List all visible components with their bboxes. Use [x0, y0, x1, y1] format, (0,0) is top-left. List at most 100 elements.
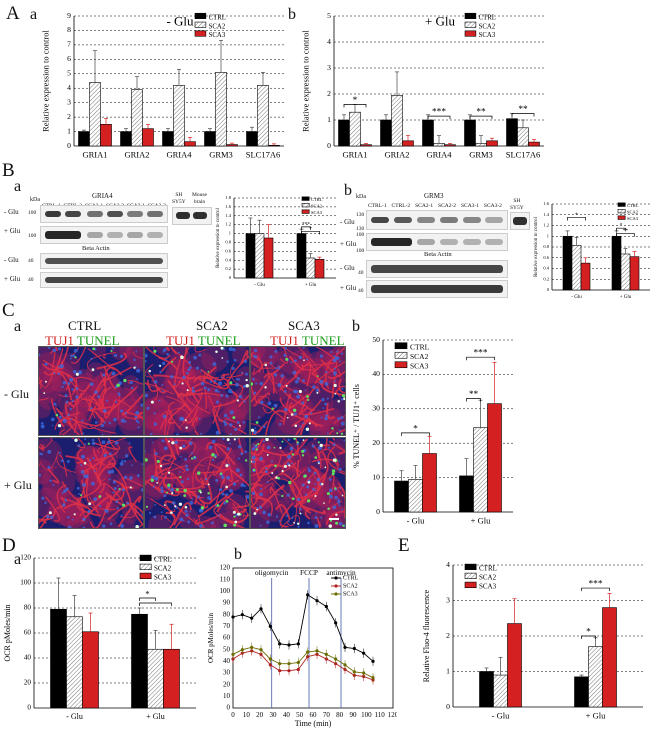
chart-title: + Glu [425, 14, 456, 29]
nucleus [47, 465, 51, 470]
significance-label: * [620, 223, 623, 229]
nucleus [225, 493, 229, 497]
nucleus [163, 446, 168, 451]
neurite [59, 428, 66, 435]
nucleus [67, 516, 70, 519]
data-point [259, 652, 263, 656]
nucleus [119, 354, 124, 358]
nucleus [328, 478, 332, 481]
nucleus [44, 362, 48, 366]
data-point [278, 662, 282, 666]
data-point [362, 671, 366, 675]
nucleus [109, 522, 113, 526]
legend-swatch [464, 30, 477, 37]
cell-cluster [326, 503, 342, 519]
neurite [254, 497, 273, 517]
nucleus [65, 400, 69, 404]
nucleus [211, 521, 214, 525]
neurite [288, 483, 312, 514]
neurite [168, 401, 182, 431]
legend-label: SCA2 [209, 23, 226, 30]
legend-label: SCA3 [479, 32, 496, 39]
nucleus [113, 487, 117, 491]
nucleus [211, 458, 215, 462]
neurite [317, 448, 340, 466]
neurite [312, 473, 327, 501]
data-point [343, 645, 347, 649]
significance-label: ** [469, 390, 479, 400]
tunel-positive-cell [274, 464, 277, 468]
nucleus [286, 514, 289, 517]
nucleus [113, 353, 118, 358]
cell-cluster [145, 420, 166, 435]
tunel-positive-cell [314, 456, 318, 459]
nucleus [92, 456, 95, 460]
nucleus [179, 471, 181, 473]
neurite [93, 441, 121, 450]
nucleus [161, 383, 164, 386]
neurite [201, 473, 213, 489]
neurite [45, 496, 60, 522]
nucleus [322, 407, 325, 409]
blot-a-row-minus-actin: - Glu [4, 256, 19, 264]
legend-swatch [464, 12, 477, 19]
y-tick-label: 2 [67, 112, 71, 121]
nucleus [87, 509, 91, 513]
tunel-positive-cell [133, 366, 136, 369]
tunel-positive-cell [299, 512, 302, 515]
nucleus [47, 449, 52, 454]
bar [50, 608, 67, 709]
nucleus [182, 444, 186, 448]
tunel-positive-cell [291, 497, 295, 501]
nucleus [62, 419, 67, 423]
nucleus [75, 387, 79, 391]
y-tick-label: 3 [327, 63, 331, 72]
nucleus [80, 464, 83, 467]
tunel-positive-cell [298, 389, 302, 394]
y-axis-label: Relative expression to control [534, 216, 539, 276]
neurite [165, 395, 192, 414]
bar [475, 143, 487, 147]
neurite [214, 443, 227, 457]
nucleus [253, 391, 257, 395]
legend-swatch [394, 361, 408, 369]
nucleus [240, 452, 244, 456]
y-tick-label: 2 [446, 631, 450, 640]
tunel-positive-cell [43, 392, 46, 395]
lane-label: CTRL-2 [391, 203, 411, 209]
nucleus [158, 399, 161, 402]
bar [162, 131, 174, 147]
y-tick-label: 0.4 [225, 257, 231, 262]
tunel-positive-cell [251, 428, 255, 432]
significance-label: *** [302, 221, 311, 227]
tunel-positive-cell [304, 474, 307, 478]
neurite [282, 393, 292, 425]
tunel-positive-cell [75, 372, 79, 376]
data-point [315, 599, 319, 603]
tunel-positive-cell [236, 399, 239, 402]
y-axis-label: OCR pMoles/min [207, 613, 215, 663]
nucleus [304, 389, 307, 392]
nucleus [326, 432, 329, 435]
legend-label: SCA3 [343, 591, 358, 597]
tunel-positive-cell [343, 397, 345, 401]
cell-cluster [319, 504, 345, 528]
neurite [225, 355, 249, 386]
nucleus [191, 498, 194, 500]
tunel-positive-cell [197, 471, 201, 475]
legend-label: SCA3 [154, 574, 172, 582]
panel-Ca-letter: a [14, 318, 22, 335]
cell-cluster [274, 500, 287, 513]
lane-label: SCA3-2 [483, 203, 502, 209]
nucleus [259, 506, 263, 509]
x-tick-label: 20 [256, 711, 264, 719]
nucleus [69, 377, 74, 382]
nucleus [188, 366, 192, 369]
grm3-title: GRM3 [424, 192, 444, 200]
nucleus [78, 493, 80, 495]
nucleus [134, 415, 138, 419]
mouse-brain-label: Mouse brain [192, 192, 207, 206]
nucleus [175, 433, 179, 435]
panel-letter-A: A [6, 3, 20, 24]
